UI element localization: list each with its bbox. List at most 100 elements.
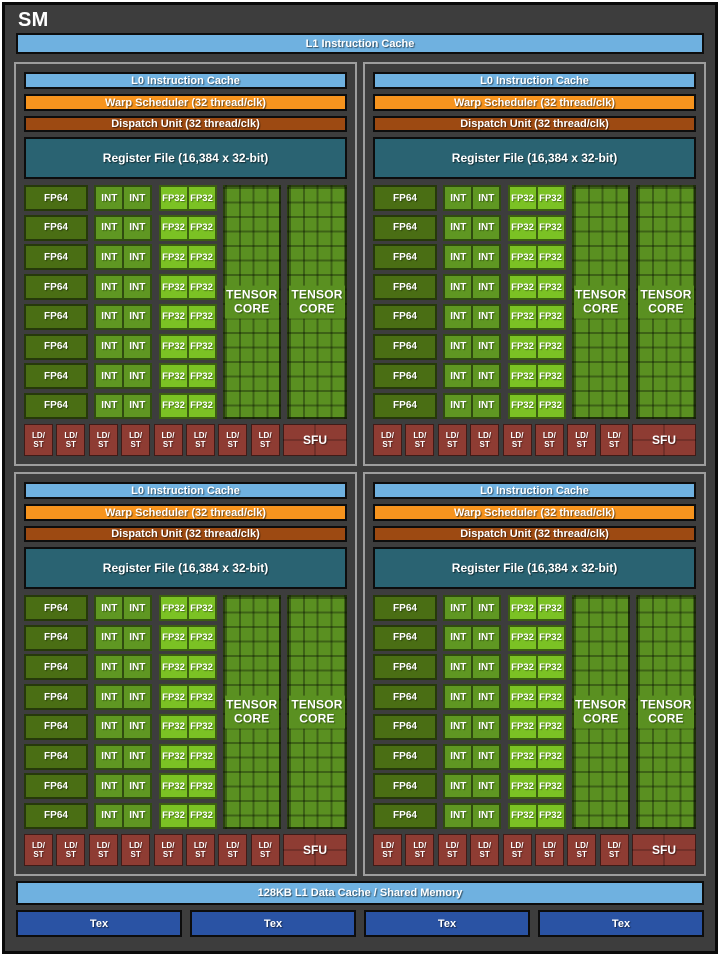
ldst-label-line2: ST bbox=[511, 850, 523, 859]
fp32-core-pair: FP32 FP32 bbox=[158, 185, 217, 211]
int-core: INT bbox=[443, 684, 473, 711]
fp32-core: FP32 bbox=[507, 333, 537, 360]
fp32-core: FP32 bbox=[187, 392, 217, 419]
int-core: INT bbox=[123, 333, 153, 360]
fp32-core-pair: FP32 FP32 bbox=[158, 303, 217, 330]
int-core-pair: INT INT bbox=[443, 214, 502, 241]
ldst-label-line2: ST bbox=[130, 850, 141, 859]
fp32-core: FP32 bbox=[158, 303, 188, 330]
ldst-unit: LD/ST bbox=[599, 424, 629, 456]
fp32-core-pair: FP32 FP32 bbox=[507, 684, 566, 711]
fp32-core: FP32 bbox=[536, 743, 566, 770]
int-core: INT bbox=[443, 773, 473, 800]
int-core-pair: INT INT bbox=[94, 244, 153, 271]
ldst-sfu-row: LD/ST LD/ST LD/ST LD/ST LD/ST LD/ST LD/ST LD/ST… bbox=[373, 834, 696, 866]
fp32-core: FP32 bbox=[187, 802, 217, 829]
fp32-core-pair: FP32 FP32 bbox=[507, 274, 566, 301]
ldst-sfu-row: LD/ST LD/ST LD/ST LD/ST LD/ST LD/ST LD/ST LD/ST… bbox=[24, 424, 347, 456]
ldst-label-line1: LD/ bbox=[258, 840, 272, 850]
ldst-label-line2: ST bbox=[162, 440, 174, 449]
ldst-unit: LD/ST bbox=[437, 834, 467, 866]
fp32-core: FP32 bbox=[507, 185, 537, 211]
tensor-core: TENSOR CORE bbox=[287, 185, 347, 419]
int-core: INT bbox=[443, 363, 473, 390]
ldst-label-line2: ST bbox=[447, 850, 458, 859]
ldst-unit: LD/ST bbox=[567, 424, 597, 456]
ldst-label-line2: ST bbox=[33, 440, 44, 449]
fp32-core: FP32 bbox=[536, 333, 566, 360]
int-core: INT bbox=[472, 713, 502, 740]
int-core-pair: INT INT bbox=[443, 392, 502, 419]
int-core: INT bbox=[123, 363, 153, 390]
fp32-core: FP32 bbox=[536, 684, 566, 711]
tensor-core-label-line1: TENSOR bbox=[640, 287, 692, 302]
fp64-core: FP64 bbox=[373, 392, 437, 419]
int-core: INT bbox=[123, 303, 153, 330]
int-core: INT bbox=[94, 595, 124, 621]
sfu-unit: SFU bbox=[632, 834, 696, 866]
int-core-pair: INT INT bbox=[443, 333, 502, 360]
int-core-pair: INT INT bbox=[443, 595, 502, 621]
int-core: INT bbox=[443, 713, 473, 740]
warp-scheduler: Warp Scheduler (32 thread/clk) bbox=[24, 504, 347, 521]
ldst-label-line2: ST bbox=[98, 850, 109, 859]
int-core-pair: INT INT bbox=[443, 713, 502, 740]
fp64-core: FP64 bbox=[373, 303, 437, 330]
ldst-label-line1: LD/ bbox=[607, 430, 621, 440]
tensor-core-label-line1: TENSOR bbox=[226, 697, 278, 712]
processing-block-slot-4: L0 Instruction Cache Warp Scheduler (32 … bbox=[363, 472, 706, 876]
dispatch-unit: Dispatch Unit (32 thread/clk) bbox=[373, 116, 696, 132]
int-core: INT bbox=[94, 214, 124, 241]
int-core-pair: INT INT bbox=[94, 624, 153, 651]
tensor-core: TENSOR CORE bbox=[287, 595, 347, 829]
tex-unit: Tex bbox=[16, 910, 182, 937]
int-core: INT bbox=[94, 274, 124, 301]
ldst-label-line2: ST bbox=[511, 440, 523, 449]
fp32-core: FP32 bbox=[507, 303, 537, 330]
fp64-column: FP64 FP64 FP64 FP64 FP64 FP64 FP64 FP64 bbox=[24, 595, 88, 829]
int-core: INT bbox=[472, 802, 502, 829]
fp32-core: FP32 bbox=[507, 214, 537, 241]
fp32-core: FP32 bbox=[187, 624, 217, 651]
fp32-core: FP32 bbox=[507, 392, 537, 419]
sfu-unit: SFU bbox=[632, 424, 696, 456]
fp32-core: FP32 bbox=[536, 185, 566, 211]
tensor-core: TENSOR CORE bbox=[571, 185, 630, 419]
fp32-core-pair: FP32 FP32 bbox=[507, 363, 566, 390]
int-core-pair: INT INT bbox=[94, 392, 153, 419]
ldst-label-line1: LD/ bbox=[575, 430, 589, 440]
tensor-core-label-line2: CORE bbox=[648, 302, 684, 316]
fp32-core: FP32 bbox=[536, 624, 566, 651]
ldst-label-line1: LD/ bbox=[161, 430, 175, 440]
ldst-label-line1: LD/ bbox=[64, 840, 78, 850]
int-core-pair: INT INT bbox=[443, 363, 502, 390]
ldst-label-line2: ST bbox=[479, 440, 490, 449]
int-core: INT bbox=[94, 244, 124, 271]
fp32-core-pair: FP32 FP32 bbox=[507, 244, 566, 271]
int-core-pair: INT INT bbox=[94, 654, 153, 681]
fp32-column: FP32 FP32 FP32 FP32 FP32 FP32 FP32 FP32 FP32 FP32… bbox=[507, 185, 566, 419]
ldst-label-line2: ST bbox=[447, 440, 458, 449]
ldst-label-line2: ST bbox=[33, 850, 44, 859]
ldst-unit: LD/ST bbox=[405, 834, 435, 866]
ldst-label-line2: ST bbox=[382, 440, 393, 449]
int-core: INT bbox=[94, 333, 124, 360]
ldst-unit: LD/ST bbox=[405, 424, 435, 456]
fp64-core: FP64 bbox=[24, 624, 88, 651]
processing-block: L0 Instruction Cache Warp Scheduler (32 … bbox=[363, 62, 706, 466]
fp64-core: FP64 bbox=[373, 713, 437, 740]
fp32-core: FP32 bbox=[536, 654, 566, 681]
fp32-core: FP32 bbox=[187, 363, 217, 390]
ldst-unit: LD/ST bbox=[250, 424, 280, 456]
tensor-core-label: TENSOR CORE bbox=[638, 695, 694, 729]
ldst-unit: LD/ST bbox=[218, 424, 248, 456]
tensor-core-label-line1: TENSOR bbox=[575, 697, 627, 712]
fp32-core-pair: FP32 FP32 bbox=[507, 185, 566, 211]
ldst-label-line1: LD/ bbox=[413, 430, 427, 440]
register-file: Register File (16,384 x 32-bit) bbox=[373, 547, 696, 589]
fp32-core: FP32 bbox=[507, 595, 537, 621]
fp64-core: FP64 bbox=[24, 595, 88, 621]
register-file: Register File (16,384 x 32-bit) bbox=[24, 137, 347, 179]
fp32-core: FP32 bbox=[158, 214, 188, 241]
ldst-label-line1: LD/ bbox=[575, 840, 589, 850]
